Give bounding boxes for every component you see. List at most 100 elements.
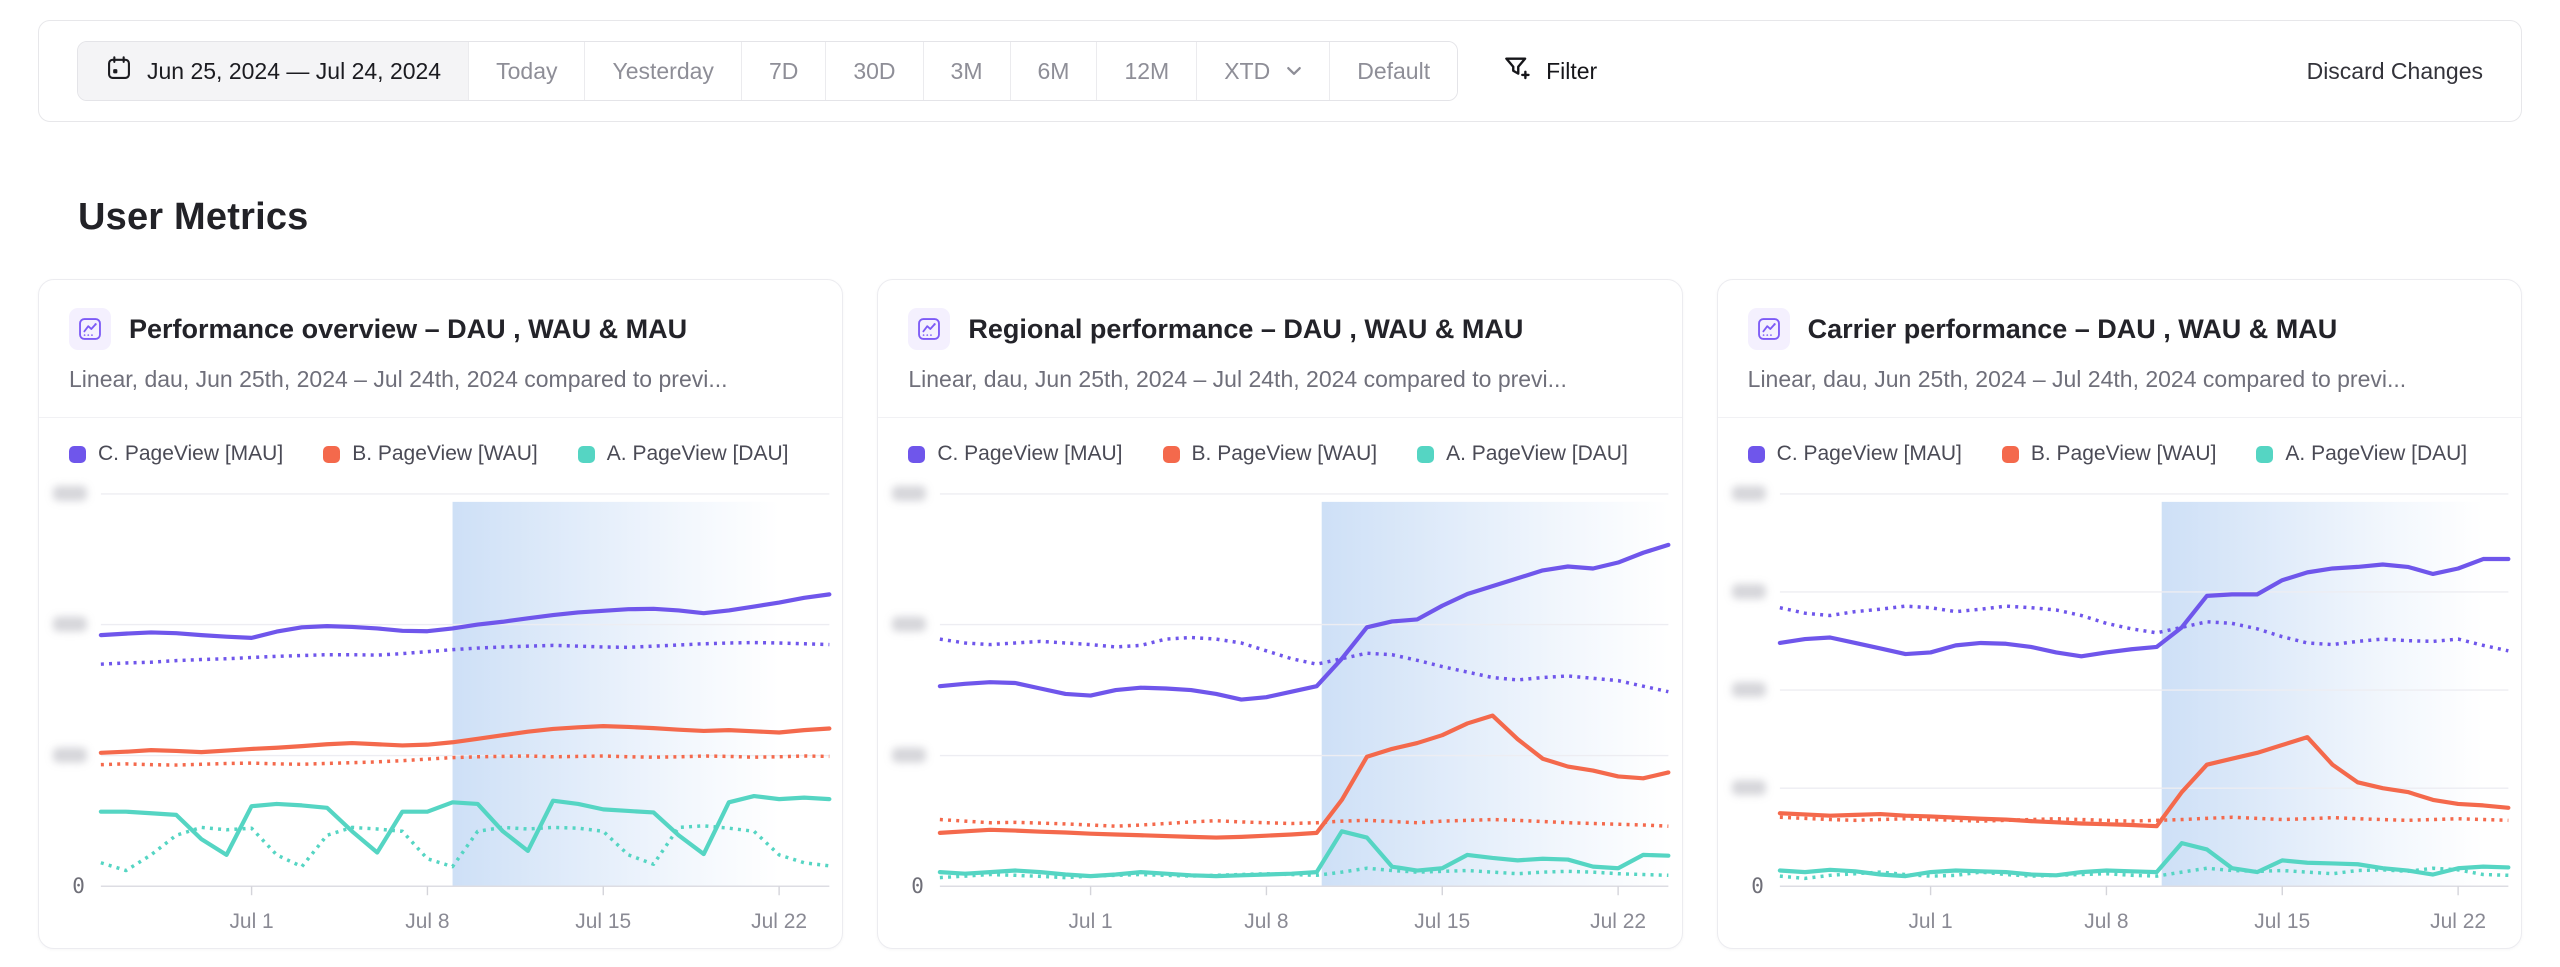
x-axis-label: Jul 1	[1069, 910, 1113, 933]
card-title: Performance overview – DAU , WAU & MAU	[129, 313, 688, 344]
preset-button-3m[interactable]: 3M	[923, 42, 1011, 100]
legend-label: A. PageView [DAU]	[2285, 442, 2468, 465]
chart-plot[interactable]: 0 Jul 1 Jul 8 Jul 15 Jul 22	[878, 470, 1681, 948]
preset-label: 3M	[950, 57, 983, 84]
calendar-icon	[105, 54, 133, 88]
legend-item[interactable]: A. PageView [DAU]	[1417, 442, 1628, 466]
series-line-previous-c-pageview-mau-	[100, 640, 830, 666]
preset-button-30d[interactable]: 30D	[826, 42, 924, 100]
preset-button-default[interactable]: Default	[1330, 42, 1458, 100]
y-axis-label-redacted	[1731, 682, 1766, 698]
preset-button-6m[interactable]: 6M	[1010, 42, 1098, 100]
y-axis-label-redacted	[892, 616, 927, 632]
preset-button-today[interactable]: Today	[469, 42, 586, 100]
x-axis-label: Jul 22	[751, 910, 807, 933]
series-line-previous-c-pageview-mau-	[1779, 604, 2509, 653]
x-axis-label: Jul 1	[1908, 910, 1952, 933]
legend-label: C. PageView [MAU]	[1776, 442, 1962, 465]
preset-label: Yesterday	[612, 57, 714, 84]
y-axis-label-redacted	[52, 616, 87, 632]
preset-label: XTD	[1224, 57, 1271, 84]
legend-item[interactable]: A. PageView [DAU]	[577, 442, 789, 466]
preset-button-xtd[interactable]: XTD	[1197, 42, 1331, 100]
chart-plot[interactable]: 0 Jul 1 Jul 8 Jul 15 Jul 22	[39, 470, 842, 948]
preset-label: Today	[496, 57, 558, 84]
preset-button-12m[interactable]: 12M	[1097, 42, 1198, 100]
series-line-previous-b-pageview-wau-	[1779, 815, 2509, 823]
chart-card: Performance overview – DAU , WAU & MAU Li…	[38, 279, 844, 949]
legend-item[interactable]: B. PageView [WAU]	[1162, 442, 1377, 466]
series-line-c-pageview-mau-	[98, 592, 832, 640]
card-header: Performance overview – DAU , WAU & MAU Li…	[39, 280, 843, 418]
legend-color-chip	[1747, 445, 1765, 463]
series-line-a-pageview-dau-	[938, 829, 1671, 879]
line-chart-icon	[908, 308, 951, 350]
chart-card: Regional performance – DAU , WAU & MAU Li…	[877, 279, 1683, 949]
legend-label: C. PageView [MAU]	[98, 442, 284, 465]
y-axis-label-redacted	[1731, 780, 1766, 796]
filter-button[interactable]: Filter	[1502, 53, 1597, 89]
discard-changes-button[interactable]: Discard Changes	[2306, 57, 2483, 84]
line-chart-icon	[69, 308, 111, 350]
legend-item[interactable]: A. PageView [DAU]	[2256, 442, 2467, 466]
legend-item[interactable]: B. PageView [WAU]	[323, 442, 538, 466]
x-axis-label: Jul 15	[2254, 910, 2310, 933]
chart-legend: C. PageView [MAU] B. PageView [WAU] A. Pag…	[1718, 418, 2521, 470]
series-line-b-pageview-wau-	[1777, 735, 2511, 829]
series-line-previous-b-pageview-wau-	[100, 754, 830, 767]
x-axis-label: Jul 15	[575, 910, 631, 933]
card-subtitle: Linear, dau, Jun 25th, 2024 – Jul 24th, …	[1747, 366, 2407, 392]
y-axis-label-redacted	[892, 747, 927, 763]
card-subtitle: Linear, dau, Jun 25th, 2024 – Jul 24th, …	[908, 366, 1567, 392]
card-header: Carrier performance – DAU , WAU & MAU Lin…	[1717, 280, 2521, 418]
series-line-b-pageview-wau-	[938, 713, 1671, 840]
y-axis-label-redacted	[52, 485, 87, 501]
series-line-previous-b-pageview-wau-	[940, 817, 1669, 828]
x-axis-label: Jul 8	[2084, 910, 2128, 933]
x-axis-label: Jul 8	[1245, 910, 1289, 933]
x-axis-label: Jul 22	[1590, 910, 1646, 933]
preset-label: 12M	[1124, 57, 1170, 84]
x-axis-label: Jul 1	[229, 910, 273, 933]
legend-color-chip	[1162, 445, 1180, 463]
legend-color-chip	[1417, 445, 1435, 463]
legend-item[interactable]: B. PageView [WAU]	[2001, 442, 2217, 466]
series-line-c-pageview-mau-	[1777, 556, 2511, 659]
legend-item[interactable]: C. PageView [MAU]	[69, 442, 283, 466]
legend-label: A. PageView [DAU]	[606, 442, 789, 465]
preset-button-yesterday[interactable]: Yesterday	[585, 42, 742, 100]
preset-button-7d[interactable]: 7D	[741, 42, 827, 100]
date-range-button[interactable]: Jun 25, 2024 — Jul 24, 2024	[78, 42, 470, 100]
y-axis-label-redacted	[1731, 485, 1766, 501]
legend-color-chip	[2001, 445, 2019, 463]
legend-label: B. PageView [WAU]	[2030, 442, 2217, 465]
y-axis-zero-label: 0	[72, 874, 85, 898]
y-axis-zero-label: 0	[1751, 874, 1764, 898]
card-subtitle: Linear, dau, Jun 25th, 2024 – Jul 24th, …	[69, 366, 728, 392]
legend-label: C. PageView [MAU]	[937, 442, 1123, 465]
y-axis-label-redacted	[1731, 584, 1766, 599]
y-axis-label-redacted	[892, 485, 927, 501]
preset-label: 30D	[853, 57, 896, 84]
chart-plot[interactable]: 0 Jul 1 Jul 8 Jul 15 Jul 22	[1718, 470, 2521, 948]
legend-item[interactable]: C. PageView [MAU]	[908, 442, 1123, 466]
preset-label: 6M	[1037, 57, 1070, 84]
y-axis-label-redacted	[52, 747, 87, 763]
x-axis-label: Jul 22	[2430, 910, 2486, 933]
legend-color-chip	[577, 445, 595, 463]
toolbar-left-group: Jun 25, 2024 — Jul 24, 2024 Today Yesterd…	[77, 41, 1597, 101]
chart-cards-row: Performance overview – DAU , WAU & MAU Li…	[38, 279, 2522, 949]
card-title: Carrier performance – DAU , WAU & MAU	[1807, 313, 2338, 344]
line-chart-icon	[1747, 308, 1790, 350]
date-range-control: Jun 25, 2024 — Jul 24, 2024 Today Yesterd…	[77, 41, 1459, 101]
series-line-previous-a-pageview-dau-	[100, 824, 830, 873]
legend-color-chip	[2256, 445, 2274, 463]
chart-legend: C. PageView [MAU] B. PageView [WAU] A. Pag…	[39, 418, 842, 470]
legend-item[interactable]: C. PageView [MAU]	[1747, 442, 1962, 466]
card-header: Regional performance – DAU , WAU & MAU Li…	[878, 280, 1682, 418]
filter-label: Filter	[1546, 57, 1598, 84]
legend-color-chip	[908, 445, 926, 463]
series-line-previous-c-pageview-mau-	[939, 635, 1670, 694]
x-axis-label: Jul 8	[405, 910, 449, 933]
